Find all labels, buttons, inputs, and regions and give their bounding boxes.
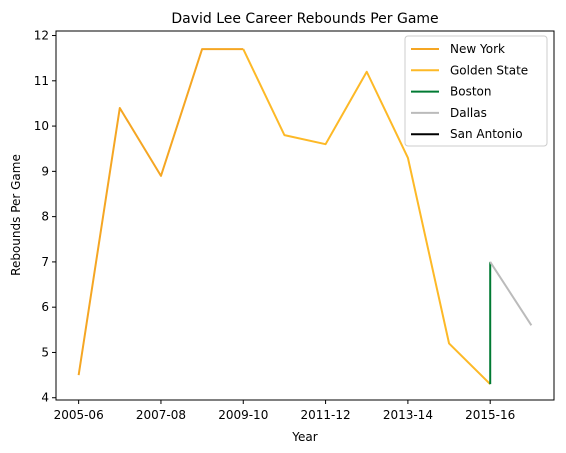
- y-tick-label: 11: [34, 74, 49, 88]
- y-tick-label: 6: [41, 300, 49, 314]
- series-line-dallas: [490, 262, 531, 325]
- legend-label: New York: [450, 42, 505, 56]
- chart-title: David Lee Career Rebounds Per Game: [171, 11, 438, 27]
- x-tick-label: 2005-06: [54, 408, 104, 422]
- x-tick-label: 2015-16: [465, 408, 515, 422]
- y-tick-label: 9: [41, 164, 49, 178]
- legend-label: Golden State: [450, 63, 528, 77]
- y-tick-label: 12: [34, 29, 49, 43]
- series-line-new-york: [79, 49, 244, 375]
- y-tick-label: 5: [41, 345, 49, 359]
- x-tick-label: 2009-10: [218, 408, 268, 422]
- y-axis-label: Rebounds Per Game: [9, 154, 23, 276]
- y-tick-label: 8: [41, 210, 49, 224]
- x-tick-label: 2013-14: [383, 408, 433, 422]
- x-axis-label: Year: [291, 430, 317, 444]
- y-tick-label: 7: [41, 255, 49, 269]
- legend-label: Boston: [450, 85, 491, 99]
- legend-label: Dallas: [450, 106, 487, 120]
- y-tick-label: 4: [41, 391, 49, 405]
- x-tick-label: 2007-08: [136, 408, 186, 422]
- x-tick-label: 2011-12: [301, 408, 351, 422]
- legend: New York Golden State Boston Dallas San Anto…: [405, 36, 547, 146]
- legend-label: San Antonio: [450, 127, 523, 141]
- y-tick-label: 10: [34, 119, 49, 133]
